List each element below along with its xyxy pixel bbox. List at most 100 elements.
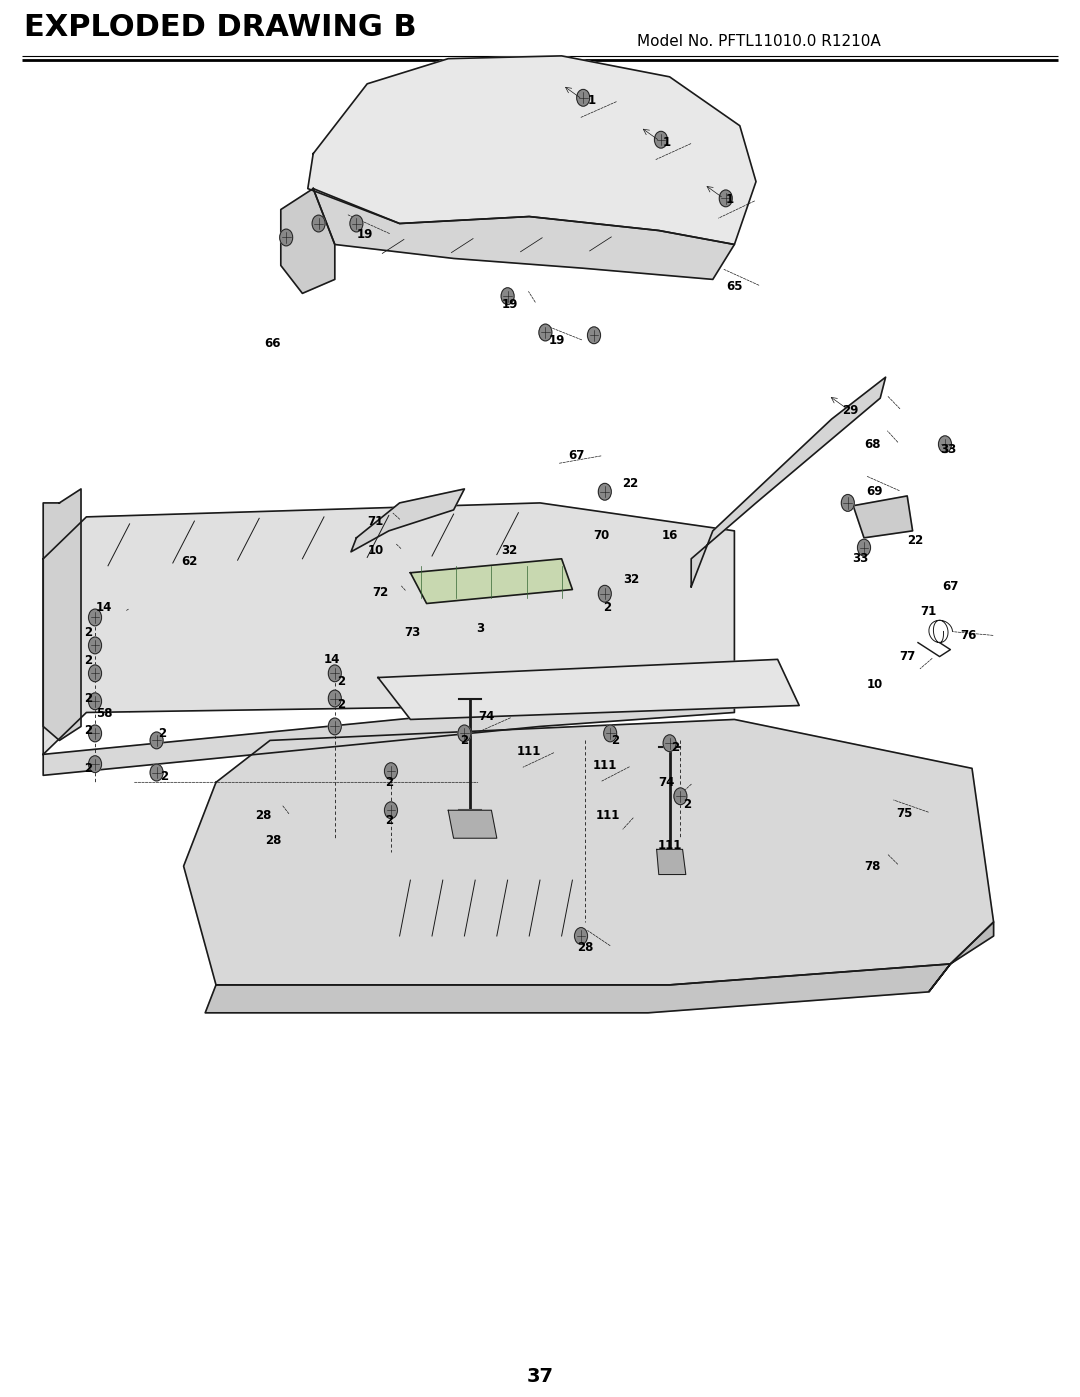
Polygon shape [691, 377, 886, 587]
Text: 22: 22 [906, 534, 923, 548]
Circle shape [719, 190, 732, 207]
Circle shape [384, 802, 397, 819]
Polygon shape [657, 849, 686, 875]
Polygon shape [313, 189, 734, 279]
Text: 28: 28 [577, 940, 594, 954]
Text: 2: 2 [84, 692, 93, 705]
Polygon shape [351, 489, 464, 552]
Text: 66: 66 [264, 337, 281, 351]
Text: 72: 72 [372, 585, 389, 599]
Circle shape [89, 637, 102, 654]
Circle shape [663, 735, 676, 752]
Text: 2: 2 [160, 770, 168, 784]
Polygon shape [281, 189, 335, 293]
Circle shape [89, 665, 102, 682]
Text: 58: 58 [96, 707, 113, 721]
Text: 2: 2 [337, 697, 346, 711]
Text: 2: 2 [683, 798, 691, 812]
Circle shape [328, 718, 341, 735]
Polygon shape [43, 698, 734, 775]
Text: 71: 71 [367, 514, 384, 528]
Text: 68: 68 [864, 437, 881, 451]
Text: 32: 32 [623, 573, 640, 587]
Circle shape [150, 764, 163, 781]
Text: 2: 2 [603, 601, 611, 615]
Text: 70: 70 [593, 528, 610, 542]
Text: 22: 22 [622, 476, 639, 490]
Text: 62: 62 [180, 555, 198, 569]
Text: 2: 2 [84, 654, 93, 668]
Text: 78: 78 [864, 859, 881, 873]
Polygon shape [448, 810, 497, 838]
Text: 73: 73 [404, 626, 421, 640]
Polygon shape [308, 56, 756, 244]
Text: 2: 2 [611, 733, 620, 747]
Text: 33: 33 [940, 443, 957, 457]
Polygon shape [184, 719, 994, 985]
Circle shape [577, 89, 590, 106]
Circle shape [150, 732, 163, 749]
Text: Model No. PFTL11010.0 R1210A: Model No. PFTL11010.0 R1210A [637, 34, 881, 49]
Text: 32: 32 [501, 543, 518, 557]
Polygon shape [853, 496, 913, 538]
Text: 2: 2 [460, 733, 469, 747]
Circle shape [674, 788, 687, 805]
Text: 69: 69 [866, 485, 883, 499]
Text: 19: 19 [356, 228, 374, 242]
Circle shape [280, 229, 293, 246]
Polygon shape [43, 489, 81, 740]
Circle shape [654, 131, 667, 148]
Text: 111: 111 [517, 745, 541, 759]
Circle shape [841, 495, 854, 511]
Circle shape [89, 725, 102, 742]
Text: 2: 2 [671, 740, 679, 754]
Text: 111: 111 [658, 838, 681, 852]
Circle shape [312, 215, 325, 232]
Circle shape [328, 665, 341, 682]
Text: 14: 14 [95, 601, 112, 615]
Circle shape [501, 288, 514, 305]
Circle shape [89, 609, 102, 626]
Text: 16: 16 [661, 528, 678, 542]
Text: 10: 10 [367, 543, 384, 557]
Circle shape [604, 725, 617, 742]
Text: 111: 111 [593, 759, 617, 773]
Polygon shape [929, 922, 994, 992]
Text: 2: 2 [84, 724, 93, 738]
Circle shape [458, 725, 471, 742]
Text: 28: 28 [255, 809, 272, 823]
Circle shape [539, 324, 552, 341]
Text: 76: 76 [960, 629, 977, 643]
Circle shape [858, 539, 870, 556]
Text: 2: 2 [384, 813, 393, 827]
Text: 33: 33 [852, 552, 869, 566]
Text: 1: 1 [726, 193, 734, 207]
Text: 65: 65 [726, 279, 743, 293]
Text: 1: 1 [588, 94, 596, 108]
Text: 74: 74 [477, 710, 495, 724]
Text: 29: 29 [841, 404, 859, 418]
Text: 2: 2 [84, 626, 93, 640]
Polygon shape [205, 964, 950, 1013]
Text: 67: 67 [942, 580, 959, 594]
Polygon shape [378, 659, 799, 719]
Text: 75: 75 [895, 806, 913, 820]
Text: 77: 77 [899, 650, 916, 664]
Circle shape [598, 585, 611, 602]
Text: 2: 2 [84, 761, 93, 775]
Polygon shape [410, 559, 572, 604]
Text: 2: 2 [158, 726, 166, 740]
Circle shape [939, 436, 951, 453]
Circle shape [598, 483, 611, 500]
Circle shape [328, 690, 341, 707]
Circle shape [575, 928, 588, 944]
Circle shape [588, 327, 600, 344]
Text: 71: 71 [920, 605, 937, 619]
Circle shape [89, 693, 102, 710]
Text: 37: 37 [527, 1366, 554, 1386]
Text: 14: 14 [323, 652, 340, 666]
Text: 19: 19 [501, 298, 518, 312]
Text: 19: 19 [549, 334, 566, 348]
Circle shape [384, 763, 397, 780]
Polygon shape [43, 503, 734, 754]
